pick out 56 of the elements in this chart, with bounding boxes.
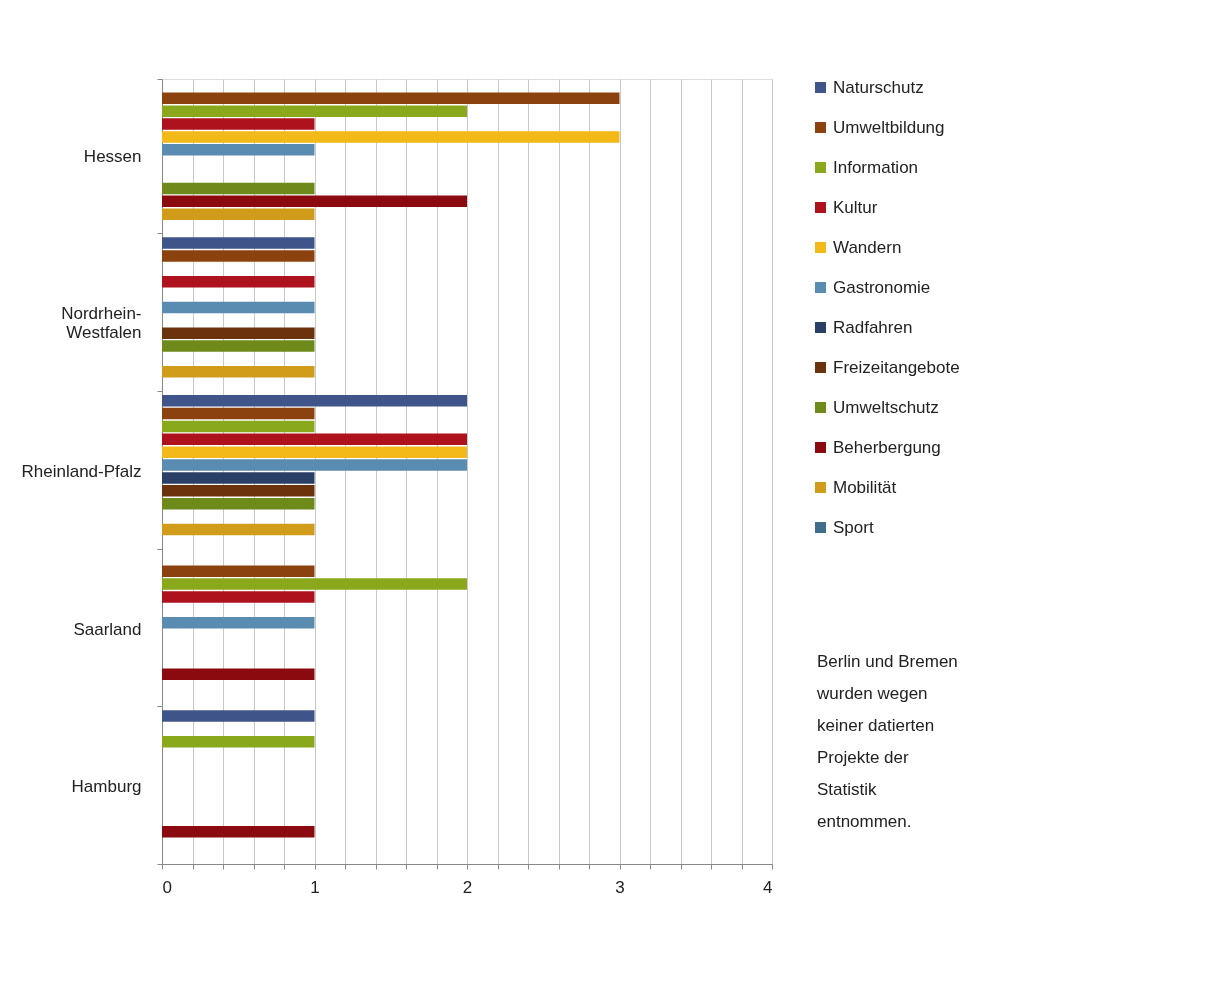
bar xyxy=(162,92,620,105)
bar xyxy=(162,826,315,838)
bar xyxy=(162,144,315,156)
bar xyxy=(162,578,467,590)
bar xyxy=(162,472,315,484)
bar xyxy=(162,446,467,458)
legend-label: Beherbergung xyxy=(833,437,941,457)
bar xyxy=(162,394,467,407)
legend-label: Naturschutz xyxy=(833,77,924,97)
legend-label: Wandern xyxy=(833,237,902,257)
bar xyxy=(162,433,467,446)
bar xyxy=(162,118,315,130)
bar xyxy=(162,735,315,748)
bar xyxy=(162,275,315,288)
legend-label: Information xyxy=(833,157,919,177)
bar xyxy=(162,497,315,510)
bar xyxy=(162,340,315,352)
bar xyxy=(162,668,315,680)
legend-label: Umweltschutz xyxy=(833,397,939,417)
bar xyxy=(162,459,467,471)
x-tick-label: 3 xyxy=(615,877,625,897)
legend-label: Radfahren xyxy=(833,317,913,337)
y-tick-label: Hamburg xyxy=(71,777,142,797)
bar xyxy=(162,591,315,603)
bar xyxy=(162,565,315,577)
legend-label: Sport xyxy=(833,517,874,537)
x-tick-label: 4 xyxy=(763,877,773,897)
x-tick-label: 0 xyxy=(162,877,172,897)
y-tick-label: Rheinland-Pfalz xyxy=(21,462,142,481)
bar xyxy=(162,407,315,420)
bar xyxy=(162,523,315,536)
bar xyxy=(162,327,315,339)
y-tick-label: Saarland xyxy=(73,619,142,639)
bar xyxy=(162,485,315,497)
y-tick-label: Hessen xyxy=(83,146,142,166)
bar xyxy=(162,710,315,722)
bar xyxy=(162,250,315,262)
legend-label: Gastronomie xyxy=(833,277,931,297)
bar xyxy=(162,182,315,195)
legend-label: Umweltbildung xyxy=(833,117,945,137)
legend-label: Kultur xyxy=(833,197,878,217)
bar xyxy=(162,208,315,220)
bar xyxy=(162,195,467,208)
bar xyxy=(162,131,620,143)
legend-label: Mobilität xyxy=(833,477,897,497)
x-tick-label: 1 xyxy=(310,877,320,897)
text: Berlin und Bremen wurden wegen keiner datierten Projekte der Statistik entnommen. xyxy=(816,652,958,831)
bar xyxy=(162,420,315,433)
legend-label: Freizeitangebote xyxy=(833,357,960,377)
y-tick-label: Nordrhein- Westfalen xyxy=(61,304,142,343)
bar xyxy=(162,366,315,378)
bar xyxy=(162,105,467,117)
x-tick-label: 2 xyxy=(462,877,473,897)
bar xyxy=(162,301,315,314)
bar xyxy=(162,237,315,249)
bar xyxy=(162,616,315,629)
